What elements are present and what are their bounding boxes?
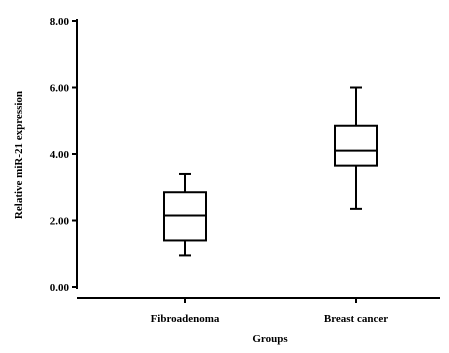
x-tick-label-1: Breast cancer — [324, 313, 388, 325]
box-1 — [334, 86, 378, 210]
y-tick-label-2: 4.00 — [50, 149, 70, 161]
x-tick-label-0: Fibroadenoma — [151, 313, 220, 325]
y-axis-title: Relative miR-21 expression — [13, 91, 25, 219]
labels: 0.00 2.00 4.00 6.00 8.00 Fibroadenoma Breast c… — [50, 16, 388, 325]
x-axis-title: Groups — [252, 333, 288, 345]
boxes — [163, 86, 378, 257]
box-0 — [163, 172, 207, 257]
y-tick-label-0: 0.00 — [50, 282, 70, 294]
y-tick-label-3: 6.00 — [50, 83, 70, 95]
iqr-box-1 — [334, 124, 378, 167]
y-tick-label-4: 8.00 — [50, 16, 70, 28]
y-tick-label-1: 2.00 — [50, 216, 70, 228]
axes — [72, 19, 440, 303]
